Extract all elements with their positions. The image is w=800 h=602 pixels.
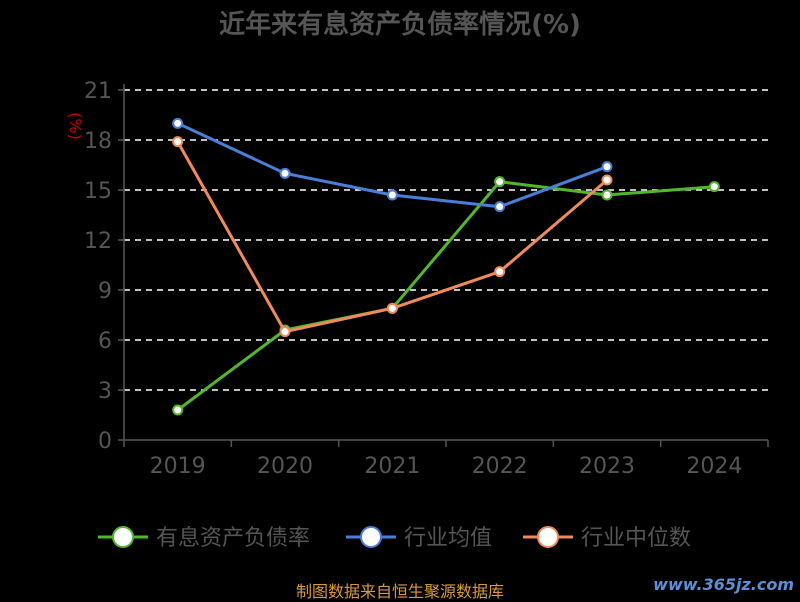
data-point xyxy=(494,266,506,278)
data-point xyxy=(494,201,506,213)
data-point xyxy=(601,174,613,186)
legend-marker xyxy=(537,526,559,548)
y-tick-label: 6 xyxy=(98,329,112,354)
watermark: www.365jz.com xyxy=(653,575,794,594)
x-tick-label: 2020 xyxy=(257,454,313,479)
axes xyxy=(118,84,769,447)
legend-item: 行业均值 xyxy=(346,526,492,551)
x-tick-label: 2024 xyxy=(686,454,742,479)
legend-item: 行业中位数 xyxy=(523,526,691,551)
source-note: 制图数据来自恒生聚源数据库 xyxy=(295,582,504,601)
y-tick-label: 12 xyxy=(84,229,112,254)
series-line xyxy=(176,180,715,412)
legend-label: 行业中位数 xyxy=(581,526,691,551)
y-tick-label: 9 xyxy=(98,279,112,304)
x-tick-label: 2021 xyxy=(364,454,420,479)
legend-label: 行业均值 xyxy=(404,526,492,551)
chart-title: 近年来有息资产负债率情况(%) xyxy=(219,9,581,40)
data-point xyxy=(279,326,291,338)
legend-item: 有息资产负债率 xyxy=(98,526,310,551)
data-point xyxy=(172,404,184,416)
y-axis-unit: (%) xyxy=(66,112,85,140)
x-tick-labels: 2019 2020 2021 2022 2023 2024 xyxy=(150,454,743,479)
data-point xyxy=(601,189,613,201)
y-tick-label: 3 xyxy=(98,379,112,404)
data-point xyxy=(494,176,506,188)
legend-marker xyxy=(112,526,134,548)
x-tick-label: 2023 xyxy=(579,454,635,479)
y-tick-label: 15 xyxy=(84,179,112,204)
data-point xyxy=(279,167,291,179)
legend-marker xyxy=(360,526,382,548)
legend-label: 有息资产负债率 xyxy=(156,526,310,551)
y-tick-label: 21 xyxy=(84,79,112,104)
series-layer xyxy=(172,117,720,416)
data-point xyxy=(172,136,184,148)
y-tick-labels: 0 3 6 9 12 15 18 21 xyxy=(84,79,112,454)
data-point xyxy=(708,181,720,193)
series-2 xyxy=(172,136,613,338)
data-point xyxy=(601,161,613,173)
x-tick-label: 2019 xyxy=(150,454,206,479)
x-tick-label: 2022 xyxy=(472,454,528,479)
series-0 xyxy=(172,176,720,416)
gridlines xyxy=(124,89,768,391)
y-tick-label: 18 xyxy=(84,129,112,154)
legend: 有息资产负债率 行业均值 行业中位数 xyxy=(98,526,691,551)
data-point xyxy=(172,117,184,129)
data-point xyxy=(386,302,398,314)
series-1 xyxy=(172,117,613,213)
data-point xyxy=(386,189,398,201)
y-tick-label: 0 xyxy=(98,429,112,454)
